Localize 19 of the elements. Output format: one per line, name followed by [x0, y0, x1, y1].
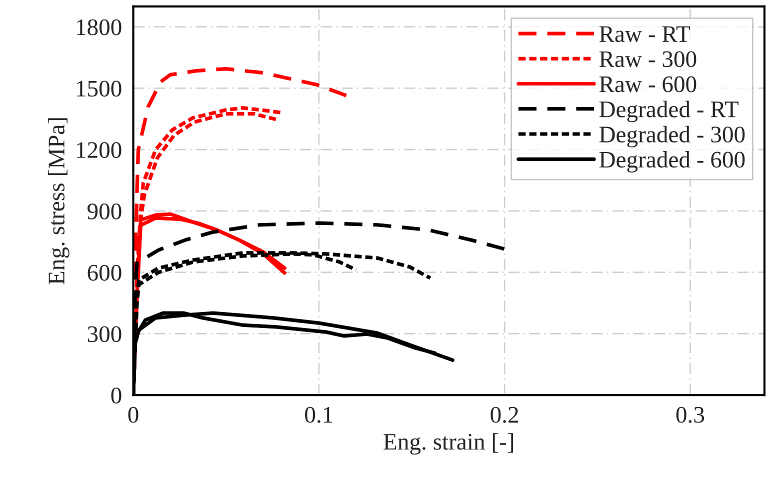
x-tick-label: 0 — [128, 406, 138, 423]
y-axis-title: Eng. stress [MPa] — [48, 118, 70, 284]
legend-label: Raw - 300 — [599, 51, 696, 68]
x-tick-label: 0.1 — [305, 406, 332, 423]
legend-label: Degraded - 300 — [599, 126, 745, 148]
x-axis-title: Eng. strain [-] — [384, 433, 514, 455]
y-tick-label: 0 — [111, 388, 122, 404]
y-tick-label: 300 — [88, 326, 122, 342]
legend-label: Degraded - RT — [599, 100, 739, 122]
y-tick-label: 1200 — [77, 142, 122, 158]
x-tick-label: 0.2 — [490, 406, 518, 423]
y-tick-label: 900 — [88, 203, 122, 220]
y-tick-label: 1500 — [77, 80, 122, 97]
y-tick-label: 1800 — [77, 19, 122, 36]
x-tick-label: 0.3 — [676, 406, 704, 423]
legend-label: Raw - RT — [599, 26, 690, 42]
y-tick-label: 600 — [88, 264, 122, 281]
legend-label: Degraded - 600 — [599, 151, 745, 173]
legend-label: Raw - 600 — [599, 76, 696, 92]
